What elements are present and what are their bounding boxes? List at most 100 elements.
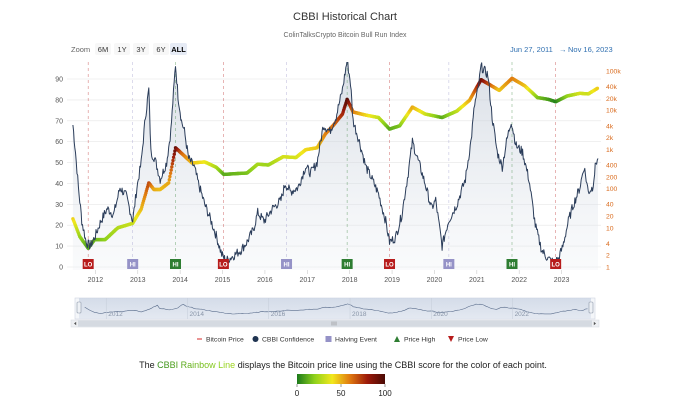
left-tick-label: 60 [55,139,63,146]
x-tick-label: 2014 [172,277,188,284]
left-tick-label: 50 [55,160,63,167]
zoom-button-6y[interactable]: 6Y [153,43,169,55]
event-marker-lo[interactable]: LO [82,259,94,269]
event-badge [506,259,518,269]
legend-item-cbbi-confidence[interactable]: CBBI Confidence [252,336,315,344]
navigator[interactable]: 2012 2014 2016 2018 2020 2022 [70,297,600,328]
navigator-handle-right[interactable] [588,301,594,314]
event-marker-lo[interactable]: LO [550,259,562,269]
navigator-tick-label: 2014 [189,311,204,318]
footer-suffix: displays the Bitcoin price line using th… [235,360,547,370]
price-point [595,86,600,91]
zoom-button-label: 1Y [117,45,126,54]
zoom-button-label: 3Y [136,45,145,54]
left-tick-label: 80 [55,97,63,104]
event-label: LO [84,263,93,269]
event-marker-hi[interactable]: HI [443,259,455,269]
event-lines [87,62,556,259]
navigator-line [84,303,588,315]
navigator-tick-label: 2018 [352,311,367,318]
zoom-label: Zoom [71,45,90,54]
event-marker-hi[interactable]: HI [281,259,293,269]
scroll-left-icon[interactable] [74,321,77,326]
navigator-tick-label: 2012 [108,311,123,318]
zoom-button-label: 6M [98,45,108,54]
event-badge [443,259,455,269]
range-selector: Zoom 6M 1Y 3Y 6Y ALL Jun 27, 2011 → Nov 16, … [71,43,613,55]
event-label: HI [130,263,136,269]
price-point [171,155,176,159]
footer-rainbow-text: CBBI Rainbow Line [157,360,235,370]
zoom-button-1y[interactable]: 1Y [114,43,130,55]
event-marker-lo[interactable]: LO [217,259,229,269]
color-bar: 0 50 100 [295,374,392,398]
legend-item-bitcoin-price[interactable]: Bitcoin Price [197,337,244,344]
date-to[interactable]: Nov 16, 2023 [568,45,613,54]
right-tick-label: 2 [606,253,610,260]
event-marker-hi[interactable]: HI [506,259,518,269]
event-marker-hi[interactable]: HI [341,259,353,269]
zoom-button-bg [170,43,187,55]
x-tick-label: 2019 [384,277,400,284]
price-point [170,165,174,169]
x-tick-label: 2020 [427,277,443,284]
event-label: LO [385,263,394,269]
x-tick-label: 2018 [342,277,358,284]
legend-item-price-high[interactable]: Price High [394,336,436,344]
legend-item-halving-event[interactable]: Halving Event [325,336,378,344]
navigator-selection[interactable] [79,298,591,319]
right-tick-label: 10 [606,225,614,232]
legend-label: Price High [404,337,436,344]
date-arrow: → [559,45,567,54]
price-point [172,152,176,156]
zoom-button-bg [114,43,130,55]
zoom-buttons: 6M 1Y 3Y 6Y ALL [95,43,187,55]
zoom-button-bg [95,43,111,55]
zoom-button-all[interactable]: ALL [170,43,187,55]
price-line [71,76,600,250]
x-tick-label: 2015 [215,277,231,284]
event-label: LO [551,263,560,269]
scrollbar-thumb[interactable] [78,320,592,327]
navigator-tick-label: 2020 [433,311,448,318]
event-label: LO [219,263,228,269]
zoom-button-3y[interactable]: 3Y [133,43,149,55]
zoom-button-label: ALL [171,45,186,54]
price-point [167,181,171,185]
chart-subtitle: ColinTalksCrypto Bitcoin Bull Run Index [284,32,407,39]
legend-label: Price Low [458,337,488,344]
color-bar-gradient [297,374,385,384]
left-tick-label: 20 [55,223,63,230]
left-tick-label: 10 [55,244,63,251]
event-label: HI [284,263,290,269]
navigator-handle-left[interactable] [76,301,82,314]
chart-title: CBBI Historical Chart [293,11,397,23]
price-point [169,168,173,172]
legend-triangle-down-icon [448,336,454,342]
event-marker-lo[interactable]: LO [384,259,396,269]
right-tick-label: 40 [606,202,614,209]
legend-square-icon [325,336,332,342]
legend-triangle-up-icon [394,336,400,342]
price-point [168,174,172,179]
event-marker-hi[interactable]: HI [127,259,139,269]
event-badge [169,259,181,269]
right-tick-label: 1k [606,147,614,154]
zoom-button-6m[interactable]: 6M [95,43,111,55]
x-tick-label: 2016 [257,277,273,284]
event-badge [82,259,94,269]
date-from[interactable]: Jun 27, 2011 [510,45,553,54]
scroll-right-icon[interactable] [593,321,596,326]
footer-text: The CBBI Rainbow Line displays the Bitco… [139,360,547,370]
event-label: HI [172,263,178,269]
color-bar-ticks: 0 50 100 [295,384,392,398]
legend-item-price-low[interactable]: Price Low [448,336,488,344]
legend-circle-icon [252,336,259,342]
left-tick-label: 40 [55,181,63,188]
event-marker-hi[interactable]: HI [169,259,181,269]
left-tick-label: 30 [55,202,63,209]
right-axis-ticks: 1 2 4 10 20 40 100 200 400 1k 2k 4k 10k 20k 40k 100k [606,69,621,272]
zoom-button-bg [133,43,149,55]
